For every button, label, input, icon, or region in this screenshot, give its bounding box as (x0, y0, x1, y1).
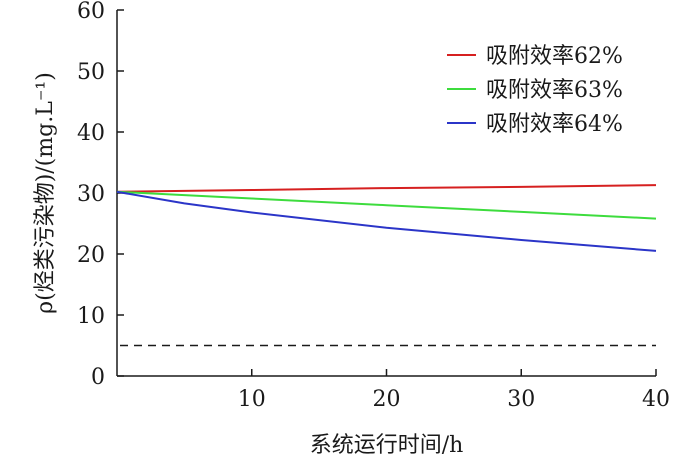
y-tick-label: 60 (77, 0, 105, 24)
y-tick-label: 0 (91, 365, 105, 390)
x-tick-label: 40 (642, 387, 670, 412)
series-layer (116, 184, 657, 252)
x-axis-title: 系统运行时间/h (310, 433, 464, 458)
series-line-3 (116, 190, 657, 252)
x-tick-label: 30 (507, 387, 535, 412)
x-tick-label: 10 (238, 387, 266, 412)
y-tick-label: 30 (77, 182, 105, 207)
axes: 0 10 20 30 40 50 60 10 20 30 40 (77, 0, 670, 412)
y-axis-title: ρ(烃类污染物)/(mg.L⁻¹) (33, 72, 58, 314)
series-line-1 (116, 184, 657, 193)
x-tick-label: 20 (373, 387, 401, 412)
legend: 吸附效率62% 吸附效率63% 吸附效率64% (447, 44, 623, 137)
series-line-2 (116, 190, 657, 220)
y-tick-label: 40 (77, 121, 105, 146)
y-tick-label: 20 (77, 243, 105, 268)
legend-label-3: 吸附效率64% (486, 112, 623, 137)
y-tick-label: 50 (77, 60, 105, 85)
legend-label-2: 吸附效率63% (486, 78, 623, 103)
y-tick-label: 10 (77, 304, 105, 329)
legend-label-1: 吸附效率62% (486, 44, 623, 69)
